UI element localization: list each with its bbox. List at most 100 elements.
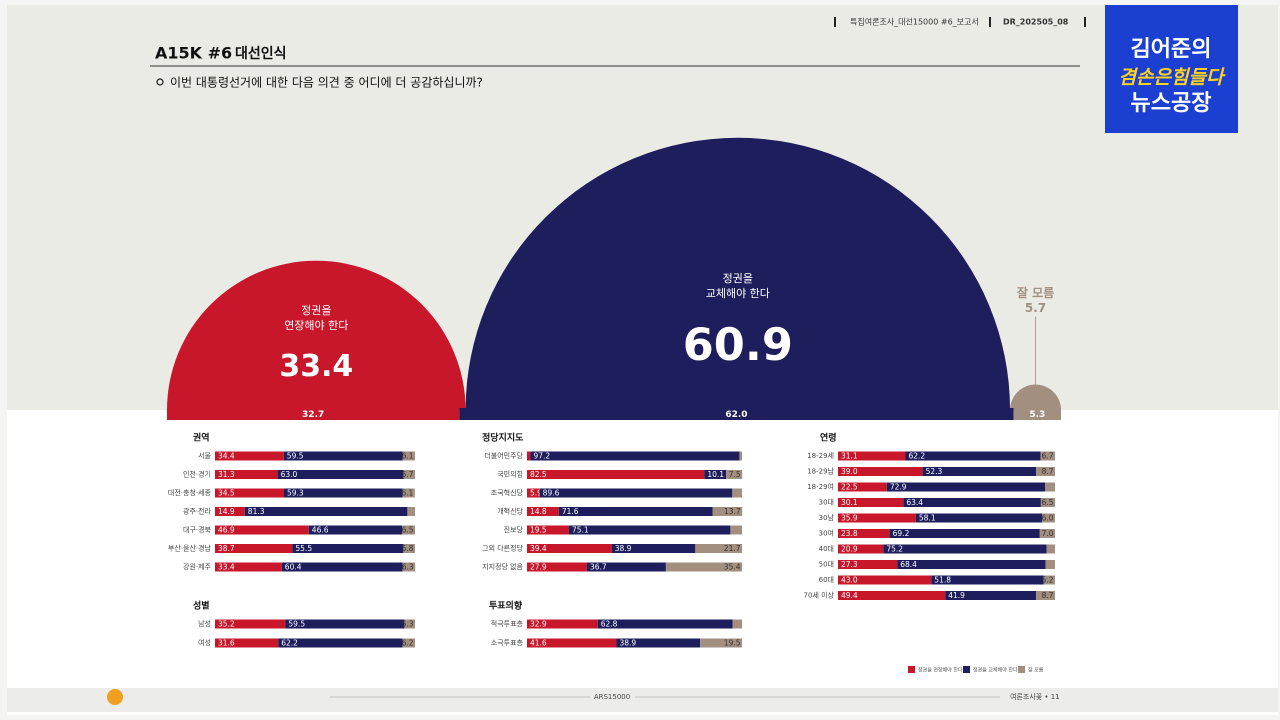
value-label: 71.6 bbox=[562, 507, 579, 516]
bar-segment bbox=[278, 638, 403, 648]
bar-segment bbox=[285, 619, 405, 629]
value-label: 33.4 bbox=[279, 348, 354, 384]
value-label: 97.2 bbox=[533, 452, 550, 461]
value-label: 38.9 bbox=[619, 639, 636, 648]
value-label: 22.5 bbox=[841, 483, 858, 492]
category-label: 정권을 교체해야 한다 bbox=[705, 272, 770, 301]
bar-segment bbox=[402, 638, 415, 648]
value-label: 14.8 bbox=[530, 507, 547, 516]
value-label: 5.9 bbox=[530, 489, 542, 498]
bar-segment bbox=[527, 488, 540, 498]
bar-segment bbox=[931, 575, 1044, 585]
bar-segment bbox=[215, 451, 284, 461]
category-label: 18-29세 bbox=[807, 451, 834, 460]
value-label: 13.7 bbox=[724, 507, 741, 516]
category-label: 지지정당 없음 bbox=[482, 562, 523, 571]
bar-segment bbox=[402, 562, 416, 572]
category-label: 30남 bbox=[819, 513, 835, 522]
value-label: 5.7 bbox=[1024, 300, 1047, 315]
value-label: 6.1 bbox=[402, 452, 414, 461]
bar bbox=[167, 408, 460, 420]
bar-segment bbox=[838, 575, 932, 585]
bar-segment bbox=[1036, 591, 1055, 600]
bar-segment bbox=[215, 507, 245, 516]
panel-title: 연령 bbox=[820, 432, 837, 444]
bar-segment bbox=[915, 513, 1042, 523]
legend-label: 정권을 연장해야 한다 bbox=[918, 667, 963, 674]
category-label: 남성 bbox=[198, 619, 211, 628]
bar-segment bbox=[597, 619, 733, 629]
bar-segment bbox=[838, 498, 904, 507]
value-label: 21.7 bbox=[724, 544, 741, 553]
bar-segment bbox=[726, 470, 743, 479]
value-label: 6.2 bbox=[402, 639, 414, 648]
category-label: 대구·경북 bbox=[183, 525, 212, 534]
value-label: 49.4 bbox=[841, 591, 858, 600]
panel-title: 성별 bbox=[193, 600, 210, 612]
bar-segment bbox=[308, 525, 402, 535]
logo-text: 김어준의 bbox=[1131, 37, 1212, 62]
value-label: 27.3 bbox=[841, 560, 858, 569]
bar-segment bbox=[527, 619, 598, 629]
bar-segment bbox=[700, 638, 742, 648]
bar-segment bbox=[1036, 467, 1055, 476]
value-label: 8.7 bbox=[1042, 591, 1054, 600]
bar-segment bbox=[527, 638, 617, 648]
category-label: 18-29남 bbox=[807, 467, 834, 476]
bar-segment bbox=[838, 451, 906, 461]
value-label: 75.2 bbox=[886, 545, 903, 554]
bar-segment bbox=[886, 482, 1046, 492]
bar-segment bbox=[889, 529, 1040, 538]
bar-segment bbox=[695, 544, 742, 553]
category-label: 70세 이상 bbox=[804, 591, 835, 600]
category-label: 조국혁신당 bbox=[491, 488, 524, 497]
legend-swatch bbox=[908, 666, 915, 673]
semicircle bbox=[1010, 384, 1061, 410]
category-label: 인천·경기 bbox=[183, 470, 211, 479]
value-label: 10.1 bbox=[707, 470, 724, 479]
question-icon bbox=[156, 78, 164, 86]
value-label: 75.1 bbox=[572, 526, 589, 535]
value-label: 62.8 bbox=[601, 620, 618, 629]
value-label: 36.7 bbox=[590, 563, 607, 572]
logo-text: 뉴스공장 bbox=[1131, 91, 1212, 116]
value-label: 69.2 bbox=[893, 529, 910, 538]
value-label: 23.8 bbox=[841, 529, 858, 538]
bar-segment bbox=[897, 560, 1046, 569]
value-label: 6.5 bbox=[402, 526, 414, 535]
value-label: 59.5 bbox=[287, 452, 304, 461]
bar-segment bbox=[215, 488, 284, 498]
value-label: 5.7 bbox=[402, 470, 414, 479]
value-label: 7.0 bbox=[1042, 529, 1054, 538]
category-label: 60대 bbox=[819, 576, 834, 584]
bar bbox=[1013, 408, 1061, 420]
value-label: 35.4 bbox=[724, 563, 741, 572]
category-label: 소극투표층 bbox=[491, 638, 524, 647]
value-label: 31.3 bbox=[218, 470, 235, 479]
footer-right: 여론조사꽃 • 11 bbox=[1010, 692, 1060, 701]
value-label: 39.4 bbox=[530, 544, 547, 553]
category-label: 개혁신당 bbox=[497, 507, 523, 516]
bar-segment bbox=[215, 562, 282, 572]
chart-title: A15K #6 bbox=[155, 44, 232, 63]
bar-segment bbox=[283, 451, 403, 461]
category-label: 잘 모름 bbox=[1016, 285, 1055, 300]
bar-segment bbox=[403, 470, 415, 479]
bar-segment bbox=[1043, 575, 1055, 585]
category-label: 여성 bbox=[198, 638, 211, 647]
bar-segment bbox=[284, 488, 403, 498]
category-label: 정권을 연장해야 한다 bbox=[284, 304, 349, 333]
bar-segment bbox=[586, 562, 666, 572]
category-label: 더불어민주당 bbox=[484, 451, 523, 460]
value-label: 82.5 bbox=[530, 470, 547, 479]
value-label: 33.4 bbox=[218, 563, 235, 572]
category-label: 서울 bbox=[198, 451, 211, 460]
bar-segment bbox=[732, 488, 742, 498]
bar-segment bbox=[903, 498, 1041, 507]
bar-segment bbox=[732, 619, 742, 629]
bar-segment bbox=[539, 488, 733, 498]
value-label: 30.1 bbox=[841, 498, 858, 507]
value-label: 31.1 bbox=[841, 452, 858, 461]
